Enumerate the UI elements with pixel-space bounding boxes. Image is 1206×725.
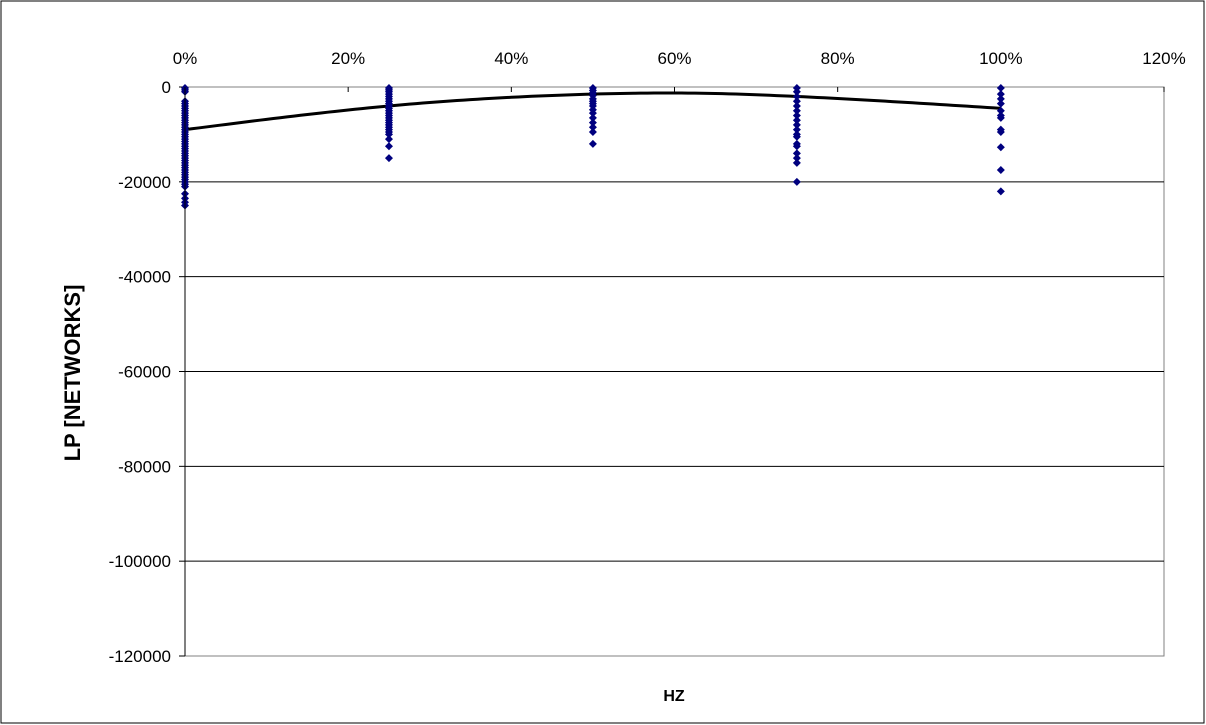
data-point-100: [792, 177, 801, 186]
y-tick-label-4: -80000: [118, 457, 171, 476]
data-point-86: [792, 97, 801, 106]
y-tick-label-6: -120000: [109, 647, 171, 666]
data-point-94: [792, 132, 801, 141]
data-point-66: [384, 142, 393, 151]
data-point-99: [792, 158, 801, 167]
data-point-85: [792, 92, 801, 101]
data-point-101: [996, 83, 1005, 92]
y-tick-label-0: 0: [162, 78, 171, 97]
x-tick-label-3: 60%: [657, 49, 691, 68]
data-point-92: [792, 125, 801, 134]
data-point-107: [996, 113, 1005, 122]
x-tick-label-5: 100%: [979, 49, 1022, 68]
data-point-110: [996, 143, 1005, 152]
y-tick-label-2: -40000: [118, 268, 171, 287]
data-point-105: [996, 106, 1005, 115]
data-point-87: [792, 101, 801, 110]
y-tick-label-1: -20000: [118, 173, 171, 192]
data-point-103: [996, 94, 1005, 103]
data-point-64: [384, 130, 393, 139]
x-tick-label-6: 120%: [1142, 49, 1185, 68]
data-point-65: [384, 135, 393, 144]
data-point-89: [792, 111, 801, 120]
data-point-98: [792, 154, 801, 163]
gridlines: [185, 181, 1164, 562]
data-point-102: [996, 90, 1005, 99]
x-tick-label-0: 0%: [173, 49, 198, 68]
data-point-67: [384, 154, 393, 163]
data-point-109: [996, 128, 1005, 137]
y-tick-label-3: -60000: [118, 363, 171, 382]
data-point-90: [792, 116, 801, 125]
data-point-79: [588, 118, 597, 127]
data-point-77: [588, 109, 597, 118]
y-axis-tick-labels: 0 -20000 -40000 -60000 -80000 -100000 -120000: [109, 78, 185, 666]
data-point-80: [588, 123, 597, 132]
data-point-96: [792, 142, 801, 151]
data-point-104: [996, 99, 1005, 108]
x-tick-label-2: 40%: [494, 49, 528, 68]
data-point-81: [588, 128, 597, 137]
data-point-82: [588, 139, 597, 148]
x-tick-label-4: 80%: [821, 49, 855, 68]
data-point-88: [792, 106, 801, 115]
y-tick-label-5: -100000: [109, 552, 171, 571]
x-axis-label: HZ: [663, 688, 685, 705]
data-point-97: [792, 149, 801, 158]
data-point-91: [792, 120, 801, 129]
data-point-112: [996, 187, 1005, 196]
x-axis-tick-labels: 0% 20% 40% 60% 80% 100% 120%: [173, 49, 1186, 92]
data-point-111: [996, 165, 1005, 174]
y-axis-label: LP [NETWORKS]: [60, 285, 85, 462]
data-point-84: [792, 87, 801, 96]
x-tick-label-1: 20%: [331, 49, 365, 68]
data-point-78: [588, 113, 597, 122]
